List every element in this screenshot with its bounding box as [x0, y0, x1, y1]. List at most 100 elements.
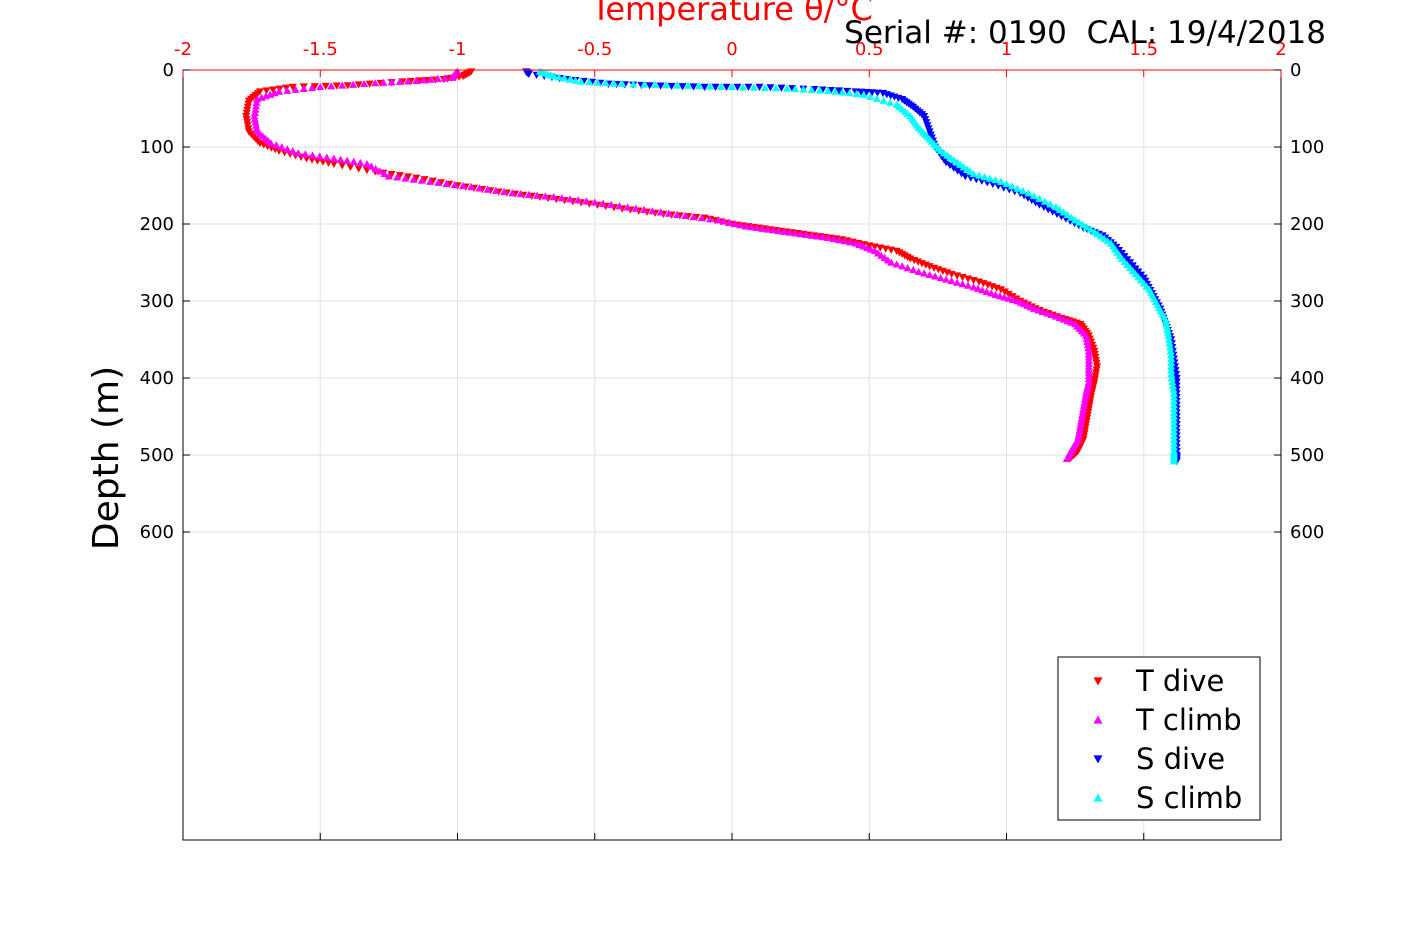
- data-point: [1007, 182, 1016, 190]
- data-point: [991, 176, 1000, 184]
- data-point: [266, 90, 275, 98]
- data-point: [322, 153, 331, 161]
- legend: T dive T climb S dive S climb: [1057, 656, 1261, 821]
- data-point: [1035, 194, 1044, 202]
- y-tick-label-left: 600: [140, 522, 174, 543]
- data-point: [1081, 392, 1090, 400]
- data-point: [1009, 295, 1018, 303]
- data-point: [275, 87, 284, 95]
- data-point: [574, 196, 583, 204]
- data-point: [1039, 203, 1048, 212]
- data-point: [1034, 306, 1043, 314]
- data-point: [1067, 213, 1076, 221]
- data-point: [1043, 309, 1052, 317]
- data-point: [1168, 381, 1177, 389]
- data-point: [251, 105, 260, 113]
- data-point: [1161, 316, 1170, 324]
- data-point: [269, 86, 278, 94]
- data-point: [813, 232, 822, 240]
- data-point: [838, 88, 847, 96]
- data-point: [1169, 424, 1178, 432]
- data-point: [931, 272, 940, 280]
- data-point: [1079, 401, 1088, 409]
- legend-marker: [1093, 755, 1103, 764]
- data-point: [440, 74, 449, 82]
- data-point: [1055, 205, 1064, 213]
- data-point: [780, 227, 789, 235]
- y-tick-label-left: 400: [140, 368, 174, 389]
- data-point: [301, 150, 310, 158]
- data-point: [1074, 429, 1083, 437]
- data-point: [651, 80, 660, 88]
- data-point: [327, 82, 336, 90]
- data-point: [689, 212, 698, 221]
- data-point: [689, 83, 698, 91]
- data-point: [609, 79, 618, 87]
- data-point: [448, 73, 457, 81]
- series-t-climb: [250, 67, 1093, 463]
- data-point: [1018, 186, 1027, 195]
- data-point: [769, 226, 778, 234]
- data-point: [887, 258, 896, 266]
- data-point: [483, 185, 492, 193]
- data-point: [1163, 325, 1172, 333]
- data-point: [831, 87, 840, 95]
- data-point: [755, 83, 764, 91]
- data-point: [329, 154, 338, 162]
- data-point: [1004, 294, 1013, 302]
- data-point: [706, 215, 715, 223]
- data-point: [367, 162, 376, 170]
- data-point: [598, 199, 607, 207]
- data-point: [1044, 206, 1053, 214]
- legend-box: [1057, 656, 1261, 821]
- x-tick-label: -1: [449, 39, 467, 60]
- data-point: [802, 230, 811, 238]
- data-point: [1029, 191, 1038, 200]
- data-point: [719, 217, 728, 225]
- data-point: [973, 284, 982, 292]
- data-point: [791, 229, 800, 237]
- data-point: [577, 77, 586, 85]
- data-point: [282, 84, 291, 92]
- data-point: [982, 287, 991, 295]
- data-point: [656, 208, 665, 216]
- x-tick-label: 1.5: [1129, 39, 1158, 60]
- data-point: [1082, 223, 1091, 231]
- data-point: [500, 187, 509, 196]
- data-point: [678, 83, 687, 91]
- data-point: [914, 267, 923, 275]
- data-point: [1166, 347, 1175, 355]
- data-point: [555, 73, 564, 81]
- data-point: [557, 194, 566, 202]
- data-point: [582, 197, 591, 205]
- x-axis-ticks: -2 -1.5 -1 -0.5 0 0.5 1 1.5 2: [174, 39, 1287, 840]
- y-tick-label-right: 0: [1290, 60, 1301, 81]
- data-point: [744, 83, 753, 91]
- data-point: [618, 79, 627, 88]
- data-point: [1048, 208, 1057, 216]
- data-point: [640, 205, 649, 214]
- data-point: [975, 171, 984, 179]
- data-point: [308, 83, 317, 92]
- data-point: [995, 292, 1004, 300]
- data-point: [1167, 366, 1176, 374]
- data-point: [458, 181, 467, 190]
- data-point: [1000, 293, 1009, 301]
- data-point: [947, 276, 956, 285]
- data-point: [467, 183, 476, 191]
- x-tick-label: 2: [1275, 39, 1286, 60]
- data-point: [1013, 184, 1022, 192]
- data-point: [1083, 340, 1092, 349]
- data-point: [987, 289, 996, 297]
- data-point: [252, 124, 261, 132]
- legend-label: S climb: [1136, 781, 1242, 815]
- data-point: [566, 195, 575, 203]
- data-point: [1029, 304, 1038, 312]
- data-point: [953, 278, 962, 286]
- x-tick-label: -1.5: [303, 39, 338, 60]
- data-point: [338, 81, 347, 89]
- data-point: [365, 80, 374, 88]
- data-point: [1047, 310, 1056, 319]
- data-point: [728, 82, 736, 91]
- data-point: [898, 262, 907, 270]
